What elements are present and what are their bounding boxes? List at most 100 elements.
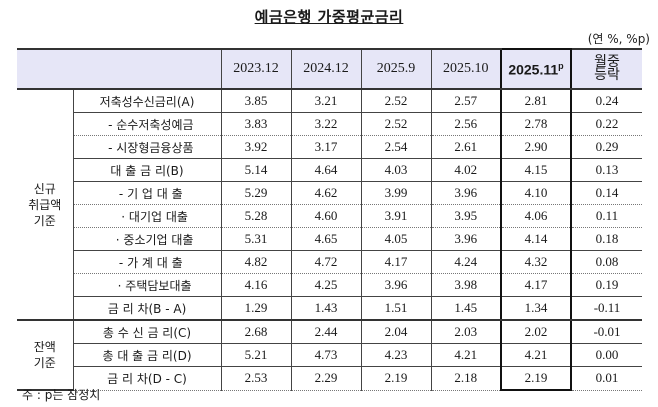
value-cell: 5.14 — [220, 158, 292, 182]
table-row: 잔액 기준 총 수 신 금 리(C) 2.68 2.44 2.04 2.03 2.02 -0.0… — [17, 319, 642, 391]
value-cell: 4.05 — [360, 227, 432, 251]
mom-line1: 월중 — [594, 54, 620, 70]
footnote: 주 : p는 잠정치 — [22, 388, 101, 402]
value-cell: 0.29 — [570, 135, 642, 159]
page-title: 예금은행 가중평균금리 — [254, 8, 404, 26]
value-cell: 2.57 — [430, 88, 502, 113]
value-cell: 3.92 — [220, 135, 292, 159]
value-cell: -0.01 — [570, 319, 642, 344]
value-cell: 4.23 — [360, 343, 432, 367]
value-cell: 2.44 — [290, 319, 362, 344]
value-cell: 4.73 — [290, 343, 362, 367]
value-cell: 0.19 — [570, 273, 642, 297]
value-cell: 4.62 — [290, 181, 362, 205]
value-cell: 0.11 — [570, 204, 642, 228]
value-cell: 0.08 — [570, 250, 642, 274]
header-blank — [17, 48, 221, 90]
table-row: · 대기업 대출 5.28 4.60 3.91 3.95 4.06 0.11 — [17, 204, 642, 228]
value-cell: 3.22 — [290, 112, 362, 136]
table-row: - 기 업 대 출 5.29 4.62 3.99 3.96 4.10 0.14 — [17, 181, 642, 205]
group-label-line: 기준 — [33, 213, 56, 228]
row-label: 금 리 차(B - A) — [72, 296, 222, 321]
value-cell: 3.99 — [360, 181, 432, 205]
value-cell: 3.96 — [430, 227, 502, 251]
mom-line2: 등락 — [594, 67, 620, 83]
value-cell: 4.03 — [360, 158, 432, 182]
group-label-line: 취급액 — [28, 197, 62, 212]
table-row: 신규 취급액 기준 저축성수신금리(A) 3.85 3.21 2.52 2.57 2.81 0.2… — [17, 88, 642, 321]
group-label-line: 신규 — [33, 181, 56, 196]
table-row: - 가 계 대 출 4.82 4.72 4.17 4.24 4.32 0.08 — [17, 250, 642, 274]
value-cell: 1.51 — [360, 296, 432, 321]
col-header: 2025.10 — [430, 48, 502, 90]
col-header: 2024.12 — [290, 48, 362, 90]
value-cell: 5.29 — [220, 181, 292, 205]
value-cell: 3.95 — [430, 204, 502, 228]
value-cell: 5.31 — [220, 227, 292, 251]
value-cell: 2.29 — [290, 366, 362, 391]
value-cell: 2.78 — [500, 112, 572, 136]
group-label-line: 기준 — [33, 356, 56, 370]
value-cell: 3.96 — [430, 181, 502, 205]
value-cell: 4.21 — [430, 343, 502, 367]
value-cell: 4.64 — [290, 158, 362, 182]
value-cell: 2.52 — [360, 112, 432, 136]
value-cell: 0.01 — [570, 366, 642, 391]
group-label-line: 잔액 — [33, 340, 56, 354]
value-cell: 4.17 — [500, 273, 572, 297]
value-cell: 0.14 — [570, 181, 642, 205]
value-cell: 4.17 — [360, 250, 432, 274]
value-cell: 4.14 — [500, 227, 572, 251]
value-cell: 3.17 — [290, 135, 362, 159]
value-cell: 0.13 — [570, 158, 642, 182]
col-header-highlight: 2025.11p — [500, 48, 572, 90]
value-cell: 3.85 — [220, 88, 292, 113]
value-cell: 2.68 — [220, 319, 292, 344]
value-cell: 3.91 — [360, 204, 432, 228]
value-cell: 2.04 — [360, 319, 432, 344]
value-cell: 3.98 — [430, 273, 502, 297]
row-label: - 기 업 대 출 — [72, 181, 222, 205]
header-row: 2023.12 2024.12 2025.9 2025.10 2025.11p … — [17, 48, 642, 90]
provisional-mark: p — [558, 60, 564, 71]
value-cell: 4.24 — [430, 250, 502, 274]
value-cell: 4.21 — [500, 343, 572, 367]
value-cell: 5.21 — [220, 343, 292, 367]
value-cell: 4.15 — [500, 158, 572, 182]
col-header: 2023.12 — [220, 48, 292, 90]
table-row: - 순수저축성예금 3.83 3.22 2.52 2.56 2.78 0.22 — [17, 112, 642, 136]
table-row: · 중소기업 대출 5.31 4.65 4.05 3.96 4.14 0.18 — [17, 227, 642, 251]
col-header-text: 2025.11 — [508, 61, 559, 78]
value-cell: 1.45 — [430, 296, 502, 321]
row-label: - 가 계 대 출 — [72, 250, 222, 274]
value-cell: 0.00 — [570, 343, 642, 367]
row-label: 총 대 출 금 리(D) — [72, 343, 222, 367]
row-label: 저축성수신금리(A) — [72, 88, 222, 113]
value-cell: 4.60 — [290, 204, 362, 228]
interest-rate-table: 2023.12 2024.12 2025.9 2025.10 2025.11p … — [17, 48, 642, 391]
value-cell: 2.02 — [500, 319, 572, 344]
value-cell: 1.43 — [290, 296, 362, 321]
value-cell: 4.32 — [500, 250, 572, 274]
value-cell: 2.03 — [430, 319, 502, 344]
unit-label: (연 %, %p) — [587, 32, 650, 46]
value-cell: -0.11 — [570, 296, 642, 321]
row-label: · 중소기업 대출 — [72, 227, 222, 251]
value-cell: 3.96 — [360, 273, 432, 297]
value-cell: 4.72 — [290, 250, 362, 274]
value-cell: 4.65 — [290, 227, 362, 251]
value-cell: 2.19 — [360, 366, 432, 391]
row-label: 대 출 금 리(B) — [72, 158, 222, 182]
value-cell: 4.10 — [500, 181, 572, 205]
value-cell: 4.25 — [290, 273, 362, 297]
value-cell: 2.61 — [430, 135, 502, 159]
table-row: 금 리 차(B - A) 1.29 1.43 1.51 1.45 1.34 -0.11 — [17, 296, 642, 321]
value-cell: 3.83 — [220, 112, 292, 136]
value-cell: 3.21 — [290, 88, 362, 113]
row-label: 금 리 차(D - C) — [72, 366, 222, 391]
value-cell: 1.34 — [500, 296, 572, 321]
table-row: 총 대 출 금 리(D) 5.21 4.73 4.23 4.21 4.21 0.00 — [17, 343, 642, 367]
value-cell: 0.22 — [570, 112, 642, 136]
value-cell: 4.06 — [500, 204, 572, 228]
